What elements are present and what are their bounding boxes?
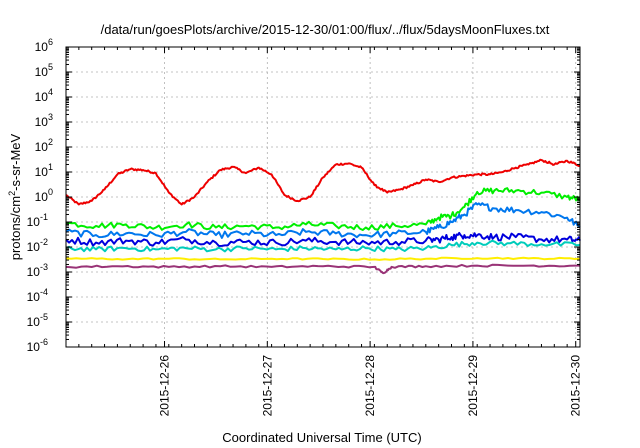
grid [66, 47, 580, 347]
series-line [65, 239, 581, 253]
y-axis-title: protons/cm2-s-sr-MeV [7, 133, 23, 260]
x-tick-label: 2015-12-27 [260, 355, 274, 417]
y-tick-label: 102 [35, 137, 53, 154]
series-line [65, 231, 581, 247]
y-tick-label: 10-3 [27, 262, 48, 279]
x-axis-title: Coordinated Universal Time (UTC) [222, 430, 421, 445]
x-tick-label: 2015-12-29 [466, 355, 480, 417]
x-tick-label: 2015-12-30 [569, 355, 583, 417]
y-tick-label: 103 [35, 112, 53, 129]
x-axis: 2015-12-26 2015-12-27 2015-12-28 2015-12-29… [65, 47, 583, 417]
y-tick-label: 105 [35, 62, 53, 79]
x-tick-label: 2015-12-28 [363, 355, 377, 417]
y-tick-label: 10-1 [27, 212, 48, 229]
y-tick-label: 10-5 [27, 312, 48, 329]
series-line [65, 202, 581, 239]
y-tick-label: 101 [35, 162, 53, 179]
y-tick-label: 10-4 [27, 287, 48, 304]
chart-title: /data/run/goesPlots/archive/2015-12-30/0… [101, 22, 550, 37]
series-line [65, 187, 581, 231]
series-group [65, 158, 581, 275]
y-tick-label: 10-2 [27, 237, 48, 254]
series-line [65, 263, 580, 275]
y-axis-title-tail: -s-sr-MeV [8, 133, 23, 190]
y-tick-label: 100 [35, 187, 53, 204]
y-axis-title-main: protons/cm [8, 196, 23, 260]
y-tick-label: 10-6 [27, 337, 48, 354]
series-line [65, 158, 581, 206]
series-line [65, 256, 581, 261]
y-tick-label: 104 [35, 87, 53, 104]
x-tick-label: 2015-12-26 [158, 355, 172, 417]
y-axis: 10-6 10-5 10-4 10-3 10-2 10-1 100 101 102 103 104 1… [27, 37, 580, 354]
y-tick-label: 106 [35, 37, 53, 54]
y-axis-title-sup: 2 [7, 191, 17, 196]
